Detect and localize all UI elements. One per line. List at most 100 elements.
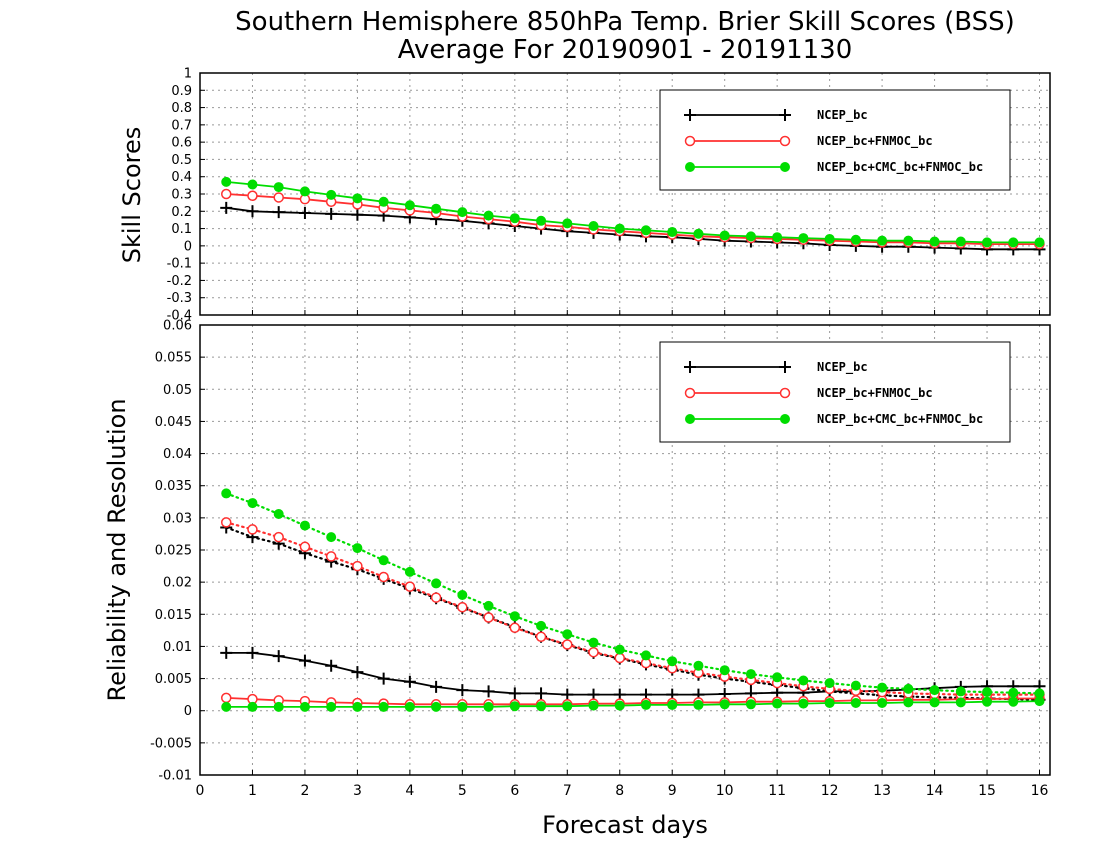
bottom-data-point [430, 680, 443, 693]
top-data-point [457, 207, 468, 218]
top-ytick-label: 0 [184, 239, 192, 254]
bottom-data-point [220, 646, 233, 659]
top-ytick-label: 0.7 [171, 118, 192, 133]
bottom-data-point [614, 700, 625, 711]
bottom-data-point [273, 509, 284, 519]
bottom-y-axis-label: Reliability and Resolution [103, 398, 131, 701]
top-data-point [220, 201, 233, 214]
bottom-series-3 [220, 517, 1045, 700]
x-tick-label: 7 [563, 783, 572, 799]
bottom-data-point [798, 675, 809, 686]
top-legend-marker [684, 135, 696, 147]
bottom-ytick-label: 0.025 [155, 544, 192, 559]
bottom-series-4 [221, 696, 1045, 712]
bottom-data-point [982, 696, 993, 707]
top-plot-frame [199, 72, 1051, 316]
top-data-point [299, 186, 310, 197]
bottom-data-point [273, 531, 284, 543]
top-data-point [352, 193, 363, 204]
bottom-data-point [719, 699, 730, 710]
bottom-data-point [929, 697, 940, 708]
bottom-data-point [404, 581, 416, 592]
bottom-data-point [535, 687, 548, 700]
x-tick-label: 3 [353, 783, 362, 799]
bottom-data-point [509, 611, 520, 622]
bottom-data-point [378, 571, 389, 583]
bottom-data-point [325, 659, 338, 672]
bottom-panel: -0.01 -0.005 0 0.005 0.01 0.015 0.02 0.025 0.03 0… [150, 319, 1051, 799]
bottom-data-point [299, 541, 311, 553]
top-ytick-label: 0.3 [171, 188, 192, 203]
bottom-data-point [326, 701, 337, 712]
top-data-point [719, 230, 730, 241]
top-legend-marker [780, 162, 790, 172]
bottom-data-point [903, 683, 914, 694]
top-data-point [273, 192, 284, 203]
bottom-data-point [482, 685, 495, 698]
top-data-point [246, 205, 259, 218]
chart-title-line1: Southern Hemisphere 850hPa Temp. Brier S… [235, 7, 1015, 37]
top-data-point [745, 231, 756, 242]
top-data-point [667, 227, 678, 238]
top-legend-marker [684, 109, 696, 121]
bottom-legend-label: NCEP_bc+CMC_bc+FNMOC_bc [817, 412, 983, 427]
x-tick-label: 4 [405, 783, 414, 799]
bottom-data-point [299, 520, 310, 531]
bottom-data-point [220, 692, 232, 704]
bottom-data-point [693, 699, 704, 710]
bottom-data-point [824, 678, 835, 689]
x-tick-label: 8 [615, 783, 624, 799]
top-data-point [693, 228, 704, 239]
bottom-data-point [745, 699, 756, 710]
top-data-point [325, 207, 338, 220]
x-tick-label: 1 [248, 783, 257, 799]
bottom-data-point [955, 686, 966, 697]
top-data-point [404, 200, 415, 211]
top-legend-marker [779, 135, 791, 147]
bottom-data-point [403, 675, 416, 688]
bottom-data-point [772, 698, 783, 709]
bottom-data-point [352, 543, 363, 554]
bottom-data-point [877, 682, 888, 693]
bottom-data-point [562, 701, 573, 712]
bottom-data-point [457, 601, 468, 613]
top-legend-label: NCEP_bc+FNMOC_bc [817, 134, 933, 149]
bottom-data-point [877, 698, 888, 708]
bottom-data-point [536, 701, 547, 712]
bottom-ytick-label: 0.04 [163, 447, 192, 462]
bottom-legend-label: NCEP_bc+FNMOC_bc [817, 386, 933, 401]
bottom-data-point [352, 560, 363, 572]
bottom-data-point [955, 697, 966, 708]
bottom-data-point [798, 698, 809, 709]
bottom-data-point [588, 700, 599, 711]
bottom-data-point [588, 637, 599, 648]
top-data-point [772, 232, 783, 243]
bottom-data-point [404, 566, 415, 577]
bottom-ytick-label: -0.01 [158, 769, 192, 784]
top-data-point [614, 223, 625, 234]
bottom-data-point [326, 532, 337, 543]
bottom-data-point [457, 701, 468, 712]
chart-title-line2: Average For 20190901 - 20191130 [398, 35, 853, 65]
bottom-series-line [226, 697, 1040, 706]
bottom-series-line [225, 492, 1041, 695]
bottom-data-point [325, 551, 337, 562]
top-legend-label: NCEP_bc+CMC_bc+FNMOC_bc [817, 160, 983, 175]
bottom-data-point [378, 701, 389, 712]
x-tick-label: 14 [926, 783, 944, 799]
bottom-data-point [220, 517, 232, 528]
bottom-ytick-label: 0.01 [163, 640, 192, 655]
bottom-data-point [483, 600, 494, 611]
top-data-point [221, 176, 232, 187]
bottom-legend-label: NCEP_bc [817, 360, 868, 375]
bottom-data-point [640, 699, 651, 710]
x-tick-label: 9 [668, 783, 677, 799]
bottom-data-point [431, 578, 442, 589]
bottom-plot-frame [199, 324, 1051, 776]
bottom-data-point [667, 699, 678, 710]
bottom-data-point [1034, 688, 1045, 699]
bottom-data-point [903, 697, 914, 708]
bottom-legend-box [659, 341, 1011, 443]
bottom-data-point [508, 687, 521, 700]
